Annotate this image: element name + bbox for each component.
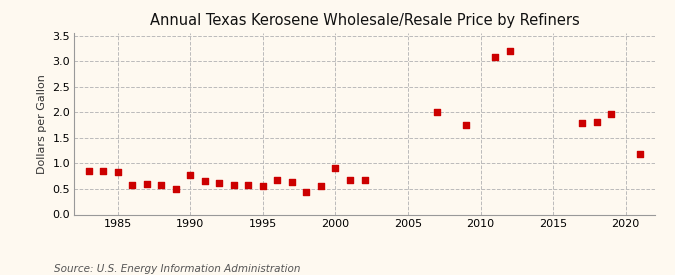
Point <box>127 183 138 187</box>
Point <box>344 178 355 182</box>
Point <box>199 178 210 183</box>
Title: Annual Texas Kerosene Wholesale/Resale Price by Refiners: Annual Texas Kerosene Wholesale/Resale P… <box>150 13 579 28</box>
Point <box>113 169 124 174</box>
Point <box>214 181 225 186</box>
Point <box>185 173 196 177</box>
Point <box>489 54 500 59</box>
Point <box>286 180 297 184</box>
Point <box>98 168 109 173</box>
Point <box>576 121 587 125</box>
Y-axis label: Dollars per Gallon: Dollars per Gallon <box>36 74 47 174</box>
Point <box>243 183 254 188</box>
Point <box>591 120 602 124</box>
Point <box>156 183 167 188</box>
Point <box>432 109 443 114</box>
Point <box>171 187 182 191</box>
Text: Source: U.S. Energy Information Administration: Source: U.S. Energy Information Administ… <box>54 264 300 274</box>
Point <box>142 182 153 186</box>
Point <box>330 166 341 170</box>
Point <box>461 122 472 127</box>
Point <box>634 152 645 156</box>
Point <box>316 184 327 189</box>
Point <box>272 178 283 182</box>
Point <box>359 178 370 182</box>
Point <box>229 183 240 187</box>
Point <box>84 168 95 173</box>
Point <box>301 190 312 194</box>
Point <box>504 49 515 54</box>
Point <box>606 112 617 117</box>
Point <box>258 184 269 189</box>
